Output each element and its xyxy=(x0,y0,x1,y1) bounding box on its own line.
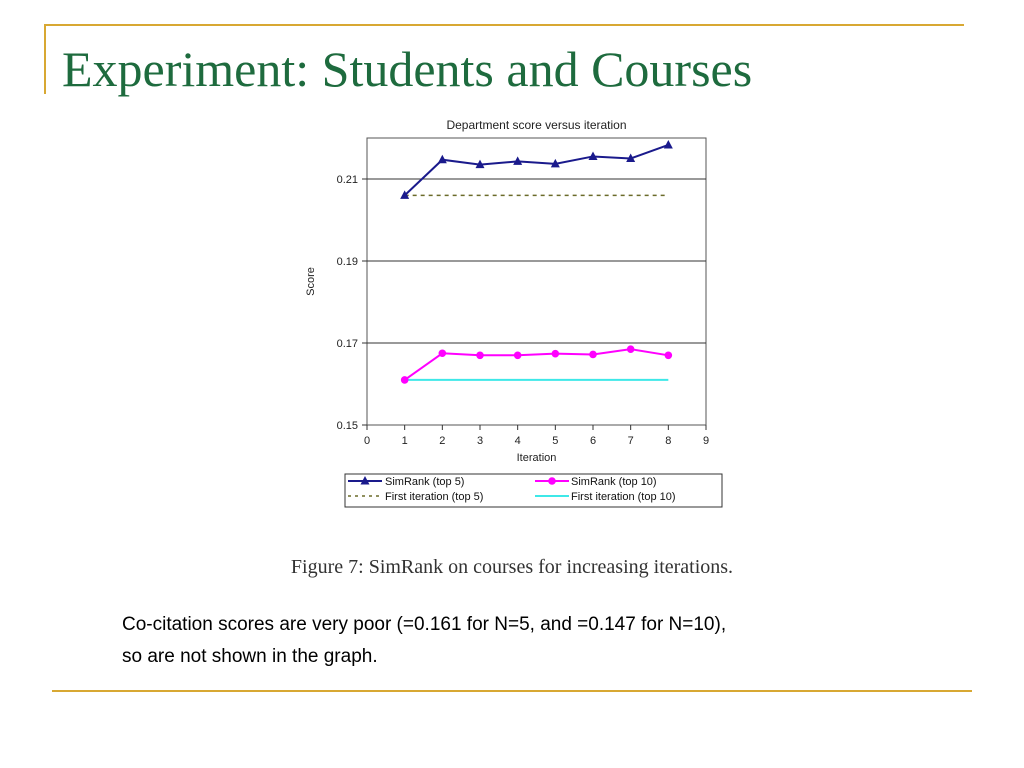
legend-label-simrank-top-10: SimRank (top 10) xyxy=(571,476,657,488)
legend-label-simrank-top-5: SimRank (top 5) xyxy=(385,476,464,488)
simrank-top-5-point xyxy=(626,153,636,162)
y-tick-label: 0.15 xyxy=(337,420,358,432)
simrank-top-5-point xyxy=(475,159,485,169)
figure-caption: Figure 7: SimRank on courses for increas… xyxy=(290,556,734,578)
y-axis-label: Score xyxy=(305,267,317,296)
simrank-top-5-line xyxy=(403,144,669,197)
x-axis-label: Iteration xyxy=(517,452,557,464)
simrank-top-10-point xyxy=(626,345,635,353)
x-tick-label: 8 xyxy=(665,435,671,447)
x-tick-label: 0 xyxy=(364,435,370,447)
simrank-top-10-point xyxy=(551,349,560,358)
chart-title: Department score versus iteration xyxy=(446,118,626,132)
simrank-top-10-point xyxy=(400,376,409,384)
simrank-top-10-line xyxy=(404,348,669,381)
y-tick-label: 0.21 xyxy=(337,174,358,186)
note-line-1: Co-citation scores are very poor (=0.161… xyxy=(122,614,727,635)
x-tick-label: 6 xyxy=(590,435,596,447)
x-tick-label: 4 xyxy=(515,435,521,447)
simrank-top-5-point xyxy=(588,151,598,160)
x-tick-label: 5 xyxy=(552,435,558,447)
simrank-top-5-point xyxy=(513,156,523,165)
simrank-top-10-point xyxy=(589,350,597,359)
legend-label-first-iteration-top-5: First iteration (top 5) xyxy=(385,491,483,503)
x-tick-label: 7 xyxy=(628,435,634,447)
x-tick-label: 1 xyxy=(402,435,408,447)
simrank-top-5-point xyxy=(550,158,560,168)
accent-vertical-line xyxy=(44,24,46,94)
y-tick-label: 0.17 xyxy=(337,338,358,350)
simrank-top-10-point xyxy=(438,349,447,358)
legend-marker-simrank-top-10 xyxy=(548,477,556,485)
simrank-top-10-point xyxy=(476,351,484,360)
accent-bottom-line xyxy=(52,690,972,692)
slide-title: Experiment: Students and Courses xyxy=(62,41,753,97)
x-tick-label: 3 xyxy=(477,435,483,447)
legend-marker-simrank-top-5 xyxy=(360,476,370,485)
y-tick-label: 0.19 xyxy=(337,256,358,268)
legend-box xyxy=(344,473,723,508)
simrank-top-5-point xyxy=(437,154,447,164)
simrank-top-10-point xyxy=(513,351,522,360)
simrank-top-10-point xyxy=(664,351,673,360)
x-tick-label: 2 xyxy=(439,435,445,447)
score-line-chart: Department score versus iteration 0.15 0.1… xyxy=(305,118,723,508)
legend-label-first-iteration-top-10: First iteration (top 10) xyxy=(571,491,676,503)
x-tick-label: 9 xyxy=(703,435,709,447)
simrank-top-5-point xyxy=(400,190,410,199)
body-text: Co-citation scores are very poor (=0.161… xyxy=(122,615,982,679)
simrank-top-5-point xyxy=(663,139,673,149)
plot-area xyxy=(366,137,707,426)
accent-top-line xyxy=(44,24,964,26)
note-line-2: so are not shown in the graph. xyxy=(122,646,378,667)
